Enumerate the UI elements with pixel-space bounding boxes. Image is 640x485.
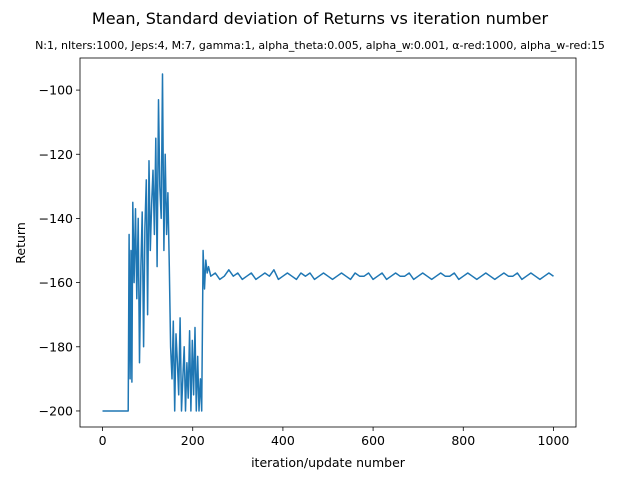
plot-area: [102, 73, 554, 412]
y-tick-label: −180: [39, 339, 73, 354]
chart-title: Mean, Standard deviation of Returns vs i…: [92, 9, 549, 28]
y-tick-label: −200: [39, 403, 73, 418]
y-tick-label: −100: [39, 83, 73, 98]
chart-subtitle: N:1, nIters:1000, Jeps:4, M:7, gamma:1, …: [35, 39, 605, 52]
series-line-0: [102, 73, 554, 412]
y-tick-label: −120: [39, 147, 73, 162]
x-tick-label: 600: [361, 433, 385, 448]
x-axis-label: iteration/update number: [251, 455, 406, 470]
y-tick-label: −160: [39, 275, 73, 290]
axes: 0 200 400 600 800 1000 −200 −180 −160 −140 −120 −10…: [39, 57, 577, 448]
x-tick-label: 400: [271, 433, 295, 448]
x-tick-label: 800: [451, 433, 475, 448]
y-axis-label: Return: [13, 222, 28, 263]
y-tick-label: −140: [39, 211, 73, 226]
x-tick-label: 0: [99, 433, 107, 448]
x-tick-label: 1000: [538, 433, 570, 448]
plot-frame: [79, 57, 577, 428]
x-tick-label: 200: [181, 433, 205, 448]
